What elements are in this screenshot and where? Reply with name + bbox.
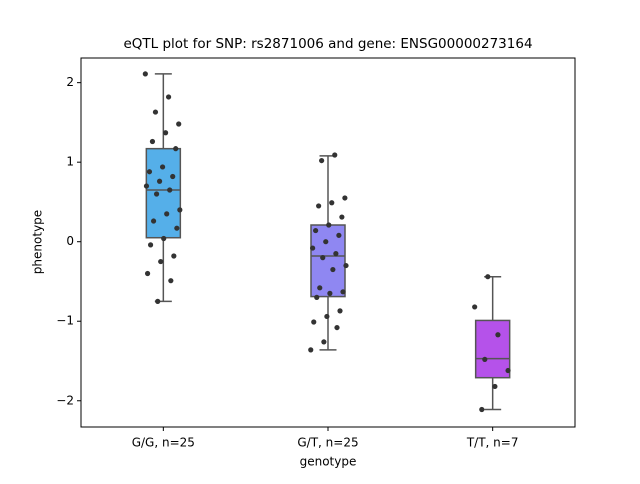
point [327,290,333,296]
point [156,178,163,184]
point [176,121,182,127]
point [321,339,327,345]
point [334,324,340,331]
point [144,270,151,277]
point [167,187,173,193]
point [333,251,339,257]
point [316,203,322,209]
point [171,253,177,259]
point [330,266,336,273]
point [162,130,169,136]
x-tick-label: G/T, n=25 [297,436,358,450]
point [324,313,330,320]
point [317,285,323,291]
point [150,218,157,224]
point [495,332,501,338]
point [336,232,342,238]
point [174,225,180,231]
y-axis-label: phenotype [31,210,45,274]
point [143,183,150,189]
point [320,255,326,261]
point [142,71,148,77]
point [343,262,349,269]
x-tick-label: T/T, n=7 [466,436,519,450]
point [339,214,345,220]
point [337,308,343,314]
point [311,319,317,325]
y-tick-label: 0 [66,234,74,248]
point [153,191,160,197]
point [164,211,170,217]
point [314,294,320,300]
point [329,200,335,206]
x-tick-label: G/G, n=25 [132,436,195,450]
point [482,356,488,363]
point [170,173,176,180]
point [158,258,164,265]
point [323,239,329,245]
point [159,164,166,170]
point [492,383,498,390]
point [342,195,348,201]
y-tick-label: −1 [56,314,74,328]
chart-title: eQTL plot for SNP: rs2871006 and gene: E… [123,36,532,52]
point [168,278,174,284]
box [145,147,182,239]
point [308,347,314,353]
point [332,152,338,158]
point [310,245,316,251]
point [340,289,346,295]
point [313,227,319,234]
x-axis-label: genotype [300,455,357,469]
point [505,367,511,374]
point [177,207,183,213]
point [161,235,167,242]
point [152,109,159,115]
y-tick-label: 2 [66,75,74,89]
point [485,274,491,280]
point [472,304,478,310]
point [173,146,179,152]
point [155,298,161,304]
point [146,169,153,175]
point [147,242,154,248]
point [149,138,156,145]
y-tick-label: −2 [56,393,74,407]
box [474,319,511,379]
point [326,222,332,228]
y-tick-label: 1 [66,155,74,169]
plot-frame [80,57,576,428]
point [319,157,325,164]
point [165,94,172,100]
point [479,406,485,413]
